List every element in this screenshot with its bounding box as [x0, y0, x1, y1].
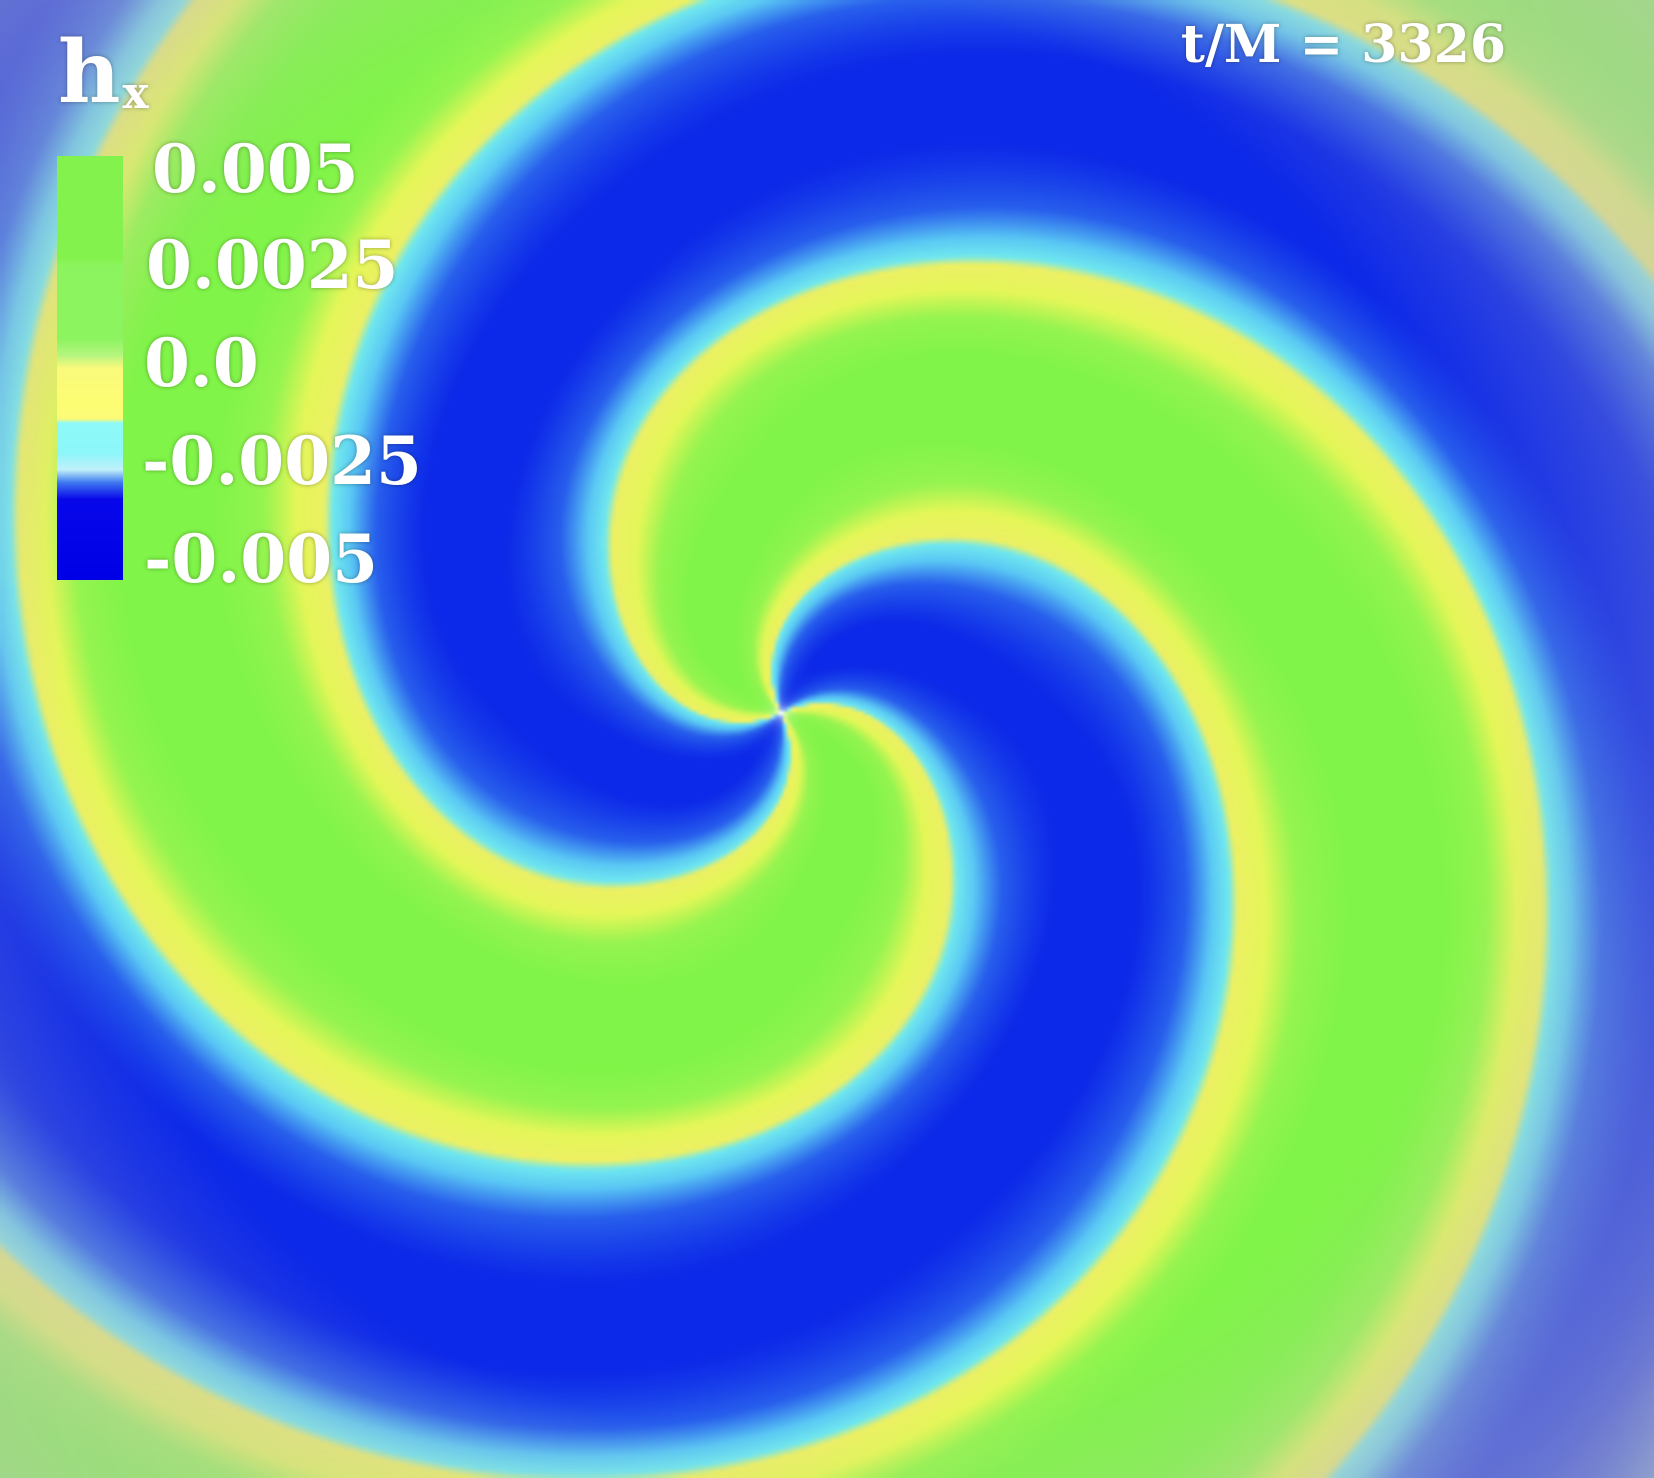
colorbar-tick-label: -0.005: [144, 520, 379, 598]
variable-label: hx: [58, 30, 149, 116]
time-label: t/M = 3326: [1180, 14, 1506, 75]
colorbar: [57, 156, 123, 580]
colorbar-tick-label: 0.005: [152, 130, 359, 208]
colorbar-tick-label: 0.0: [144, 324, 259, 402]
variable-subscript: x: [122, 68, 149, 119]
variable-symbol: h: [58, 22, 121, 123]
colorbar-tick-label: 0.0025: [146, 226, 399, 304]
colorbar-tick-label: -0.0025: [142, 422, 422, 500]
